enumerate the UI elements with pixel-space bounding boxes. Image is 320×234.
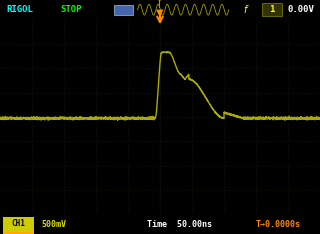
Text: T: T — [158, 0, 161, 5]
Text: 0.00V: 0.00V — [288, 5, 315, 14]
Bar — [262, 4, 282, 16]
Text: CH1: CH1 — [11, 219, 25, 228]
Text: 1: 1 — [269, 5, 275, 14]
Bar — [3, 217, 34, 232]
Text: T→0.0000s: T→0.0000s — [256, 220, 301, 229]
Text: f: f — [243, 5, 247, 15]
Text: RIGOL: RIGOL — [6, 5, 33, 14]
Text: Time  50.00ns: Time 50.00ns — [147, 220, 212, 229]
Bar — [3, 232, 34, 234]
Text: ▼: ▼ — [156, 8, 164, 18]
Text: STOP: STOP — [61, 5, 82, 14]
Text: 500mV: 500mV — [42, 220, 67, 229]
Bar — [114, 5, 133, 15]
